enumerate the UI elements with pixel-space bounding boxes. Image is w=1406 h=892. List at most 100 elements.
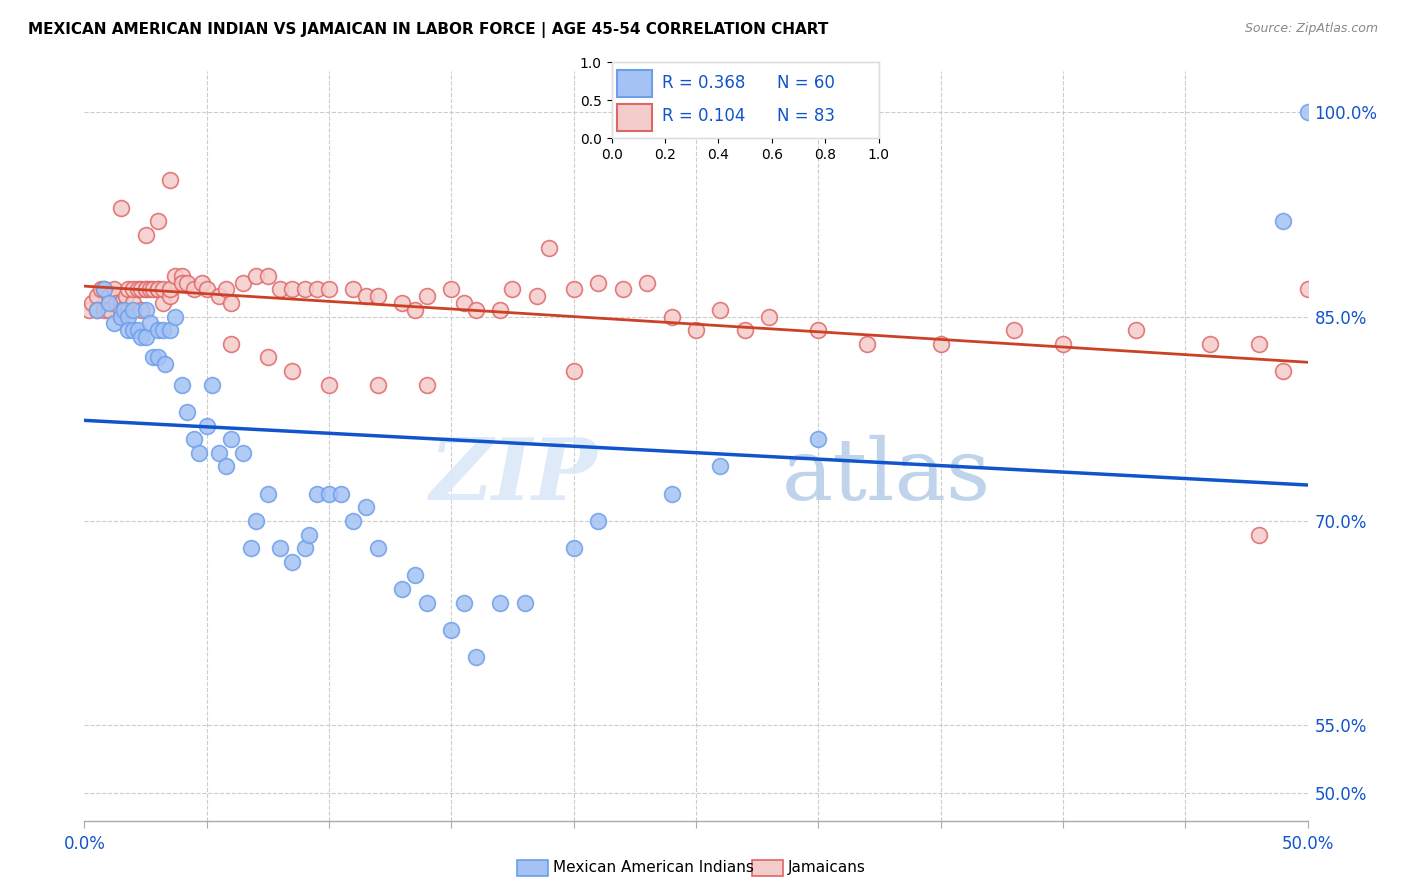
- Point: [239, 541, 262, 556]
- Text: Source: ZipAtlas.com: Source: ZipAtlas.com: [1244, 22, 1378, 36]
- Point: [1125, 323, 1147, 337]
- Point: [1247, 527, 1270, 541]
- Point: [183, 282, 205, 296]
- Point: [117, 302, 139, 317]
- Point: [562, 541, 585, 556]
- Point: [86, 289, 108, 303]
- Point: [269, 541, 291, 556]
- Point: [117, 282, 139, 296]
- Point: [416, 289, 439, 303]
- Point: [103, 282, 125, 296]
- Point: [146, 282, 169, 296]
- Point: [636, 276, 658, 290]
- Point: [127, 282, 149, 296]
- Point: [661, 310, 683, 324]
- Point: [219, 296, 242, 310]
- Point: [188, 446, 211, 460]
- Point: [807, 432, 830, 446]
- Point: [135, 302, 157, 317]
- Point: [93, 282, 115, 296]
- Point: [152, 323, 174, 337]
- Point: [172, 268, 194, 283]
- Point: [1272, 214, 1295, 228]
- Point: [245, 268, 267, 283]
- Point: [562, 282, 585, 296]
- Point: [117, 310, 139, 324]
- Point: [342, 514, 364, 528]
- Point: [391, 582, 413, 596]
- Point: [489, 302, 512, 317]
- Point: [1198, 336, 1220, 351]
- Point: [172, 276, 194, 290]
- Point: [176, 405, 198, 419]
- Point: [195, 282, 218, 296]
- Point: [1247, 336, 1270, 351]
- Point: [122, 296, 145, 310]
- Text: R = 0.368: R = 0.368: [662, 73, 745, 92]
- Point: [142, 282, 165, 296]
- Point: [245, 514, 267, 528]
- Point: [709, 302, 731, 317]
- Point: [538, 242, 561, 256]
- Point: [294, 541, 316, 556]
- Point: [86, 302, 108, 317]
- Point: [612, 282, 634, 296]
- Point: [172, 377, 194, 392]
- Point: [110, 310, 132, 324]
- Point: [146, 351, 169, 365]
- Point: [354, 289, 377, 303]
- Text: N = 60: N = 60: [778, 73, 835, 92]
- Point: [97, 296, 120, 310]
- Point: [685, 323, 707, 337]
- Point: [464, 302, 486, 317]
- Point: [354, 500, 377, 515]
- Point: [661, 486, 683, 500]
- Point: [416, 596, 439, 610]
- Point: [142, 351, 165, 365]
- Point: [709, 459, 731, 474]
- Point: [200, 377, 222, 392]
- Point: [281, 282, 304, 296]
- Text: Mexican American Indians: Mexican American Indians: [553, 860, 754, 874]
- Point: [257, 351, 280, 365]
- Point: [208, 289, 231, 303]
- Point: [183, 432, 205, 446]
- Point: [305, 486, 328, 500]
- Point: [163, 310, 186, 324]
- Point: [330, 486, 353, 500]
- Text: MEXICAN AMERICAN INDIAN VS JAMAICAN IN LABOR FORCE | AGE 45-54 CORRELATION CHART: MEXICAN AMERICAN INDIAN VS JAMAICAN IN L…: [28, 22, 828, 38]
- Point: [404, 568, 426, 582]
- Point: [135, 282, 157, 296]
- Point: [257, 486, 280, 500]
- Point: [152, 282, 174, 296]
- Point: [135, 282, 157, 296]
- Point: [97, 289, 120, 303]
- Point: [298, 527, 321, 541]
- Point: [929, 336, 952, 351]
- Text: N = 83: N = 83: [778, 107, 835, 125]
- Point: [232, 446, 254, 460]
- Point: [139, 282, 162, 296]
- Point: [153, 357, 176, 371]
- Point: [152, 296, 174, 310]
- Point: [281, 364, 304, 378]
- Point: [127, 323, 149, 337]
- Point: [129, 282, 152, 296]
- Point: [97, 302, 120, 317]
- Point: [342, 282, 364, 296]
- Point: [159, 289, 181, 303]
- Point: [112, 302, 135, 317]
- Text: ZIP: ZIP: [430, 434, 598, 517]
- Point: [269, 282, 291, 296]
- Text: R = 0.104: R = 0.104: [662, 107, 745, 125]
- Point: [215, 282, 238, 296]
- Point: [586, 514, 609, 528]
- Point: [464, 650, 486, 665]
- Point: [159, 282, 181, 296]
- Point: [391, 296, 413, 310]
- Point: [856, 336, 879, 351]
- Point: [80, 296, 103, 310]
- Point: [807, 323, 830, 337]
- Point: [159, 173, 181, 187]
- Point: [305, 282, 328, 296]
